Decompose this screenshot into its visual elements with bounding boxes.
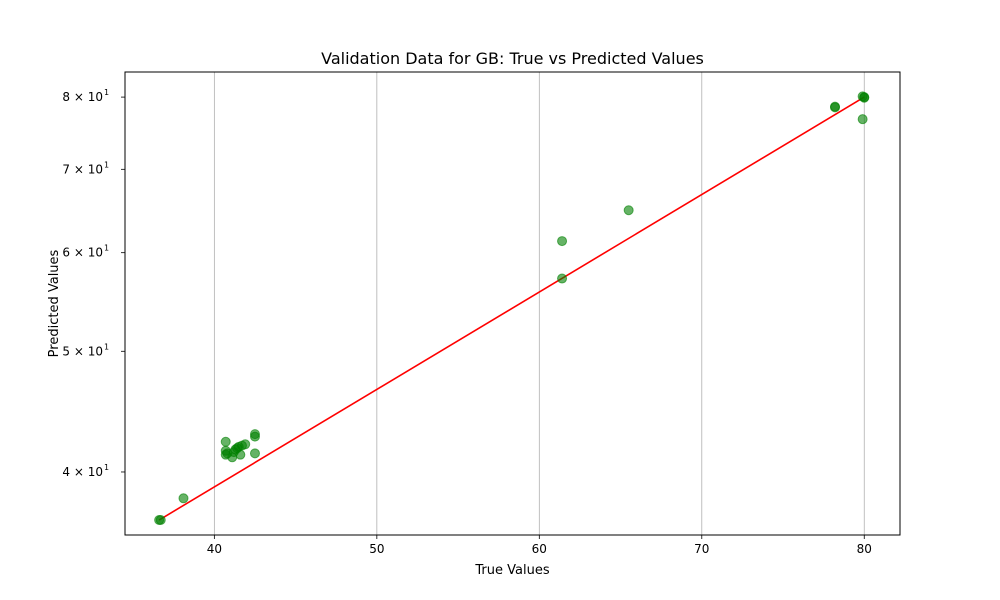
scatter-points: [154, 91, 870, 526]
y-tick-label: 4 × 10: [62, 465, 103, 479]
y-tick-label: 7 × 10: [62, 162, 103, 176]
scatter-point: [155, 515, 166, 526]
scatter-point: [235, 449, 246, 460]
scatter-point: [249, 429, 260, 440]
x-axis-label: True Values: [474, 563, 549, 578]
ideal-fit-line: [158, 96, 865, 521]
chart-title: Validation Data for GB: True vs Predicte…: [321, 49, 704, 68]
scatter-point: [178, 493, 189, 504]
scatter-point: [857, 114, 868, 125]
y-tick-label-exponent: 1: [104, 160, 109, 169]
plot-area-frame: [124, 71, 901, 536]
scatter-point: [240, 439, 251, 450]
scatter-point: [623, 205, 634, 216]
y-axis-label: Predicted Values: [47, 249, 62, 357]
scatter-point: [830, 102, 841, 113]
x-tick-label: 60: [532, 542, 547, 556]
grid-lines: [213, 72, 865, 535]
x-axis: 40 50 60 70 80: [207, 535, 872, 556]
y-tick-label: 8 × 10: [62, 90, 103, 104]
x-tick-label: 40: [207, 542, 222, 556]
y-tick-label-exponent: 1: [104, 463, 109, 472]
scatter-point: [557, 236, 568, 247]
scatter-point: [249, 448, 260, 459]
scatter-point: [220, 436, 231, 447]
x-tick-label: 70: [694, 542, 709, 556]
y-tick-label: 5 × 10: [62, 344, 103, 358]
y-axis: 4 × 10 15 × 10 16 × 10 17 × 10 18 × 10 1: [62, 88, 125, 479]
y-tick-label-exponent: 1: [104, 88, 109, 97]
y-tick-label: 6 × 10: [62, 246, 103, 260]
x-tick-label: 50: [369, 542, 384, 556]
x-tick-label: 80: [857, 542, 872, 556]
ideal-fit-line-group: [158, 96, 865, 521]
scatter-point: [857, 91, 868, 102]
y-tick-label-exponent: 1: [104, 244, 109, 253]
y-tick-label-exponent: 1: [104, 342, 109, 351]
scatter-point: [557, 273, 568, 284]
